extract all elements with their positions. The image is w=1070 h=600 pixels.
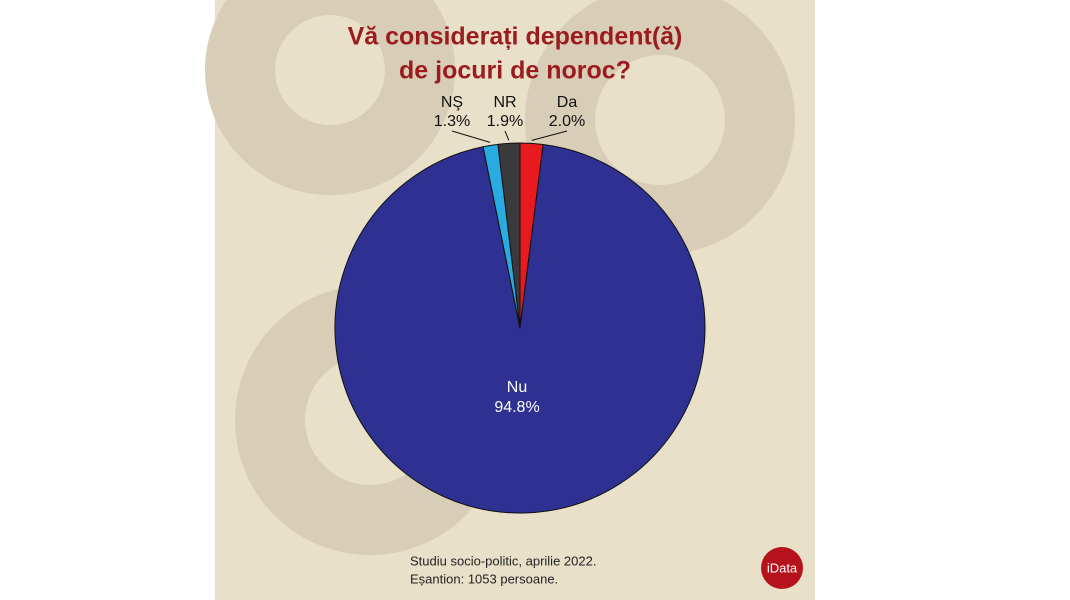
leader-line (504, 130, 510, 141)
logo-badge (761, 547, 803, 589)
logo: iData (767, 560, 798, 575)
pie-slice (497, 142, 521, 329)
slice-value: 2.0% (549, 113, 585, 130)
leader-line (531, 130, 568, 141)
slice-label: NR (493, 94, 516, 111)
pie-slice (334, 143, 706, 514)
chart-title: de jocuri de noroc? (399, 57, 631, 85)
source-note: Eșantion: 1053 persoane. (410, 571, 558, 586)
slice-label: NŞ (441, 94, 463, 111)
slice-label: Nu (507, 379, 527, 396)
slice-value: 1.9% (487, 113, 523, 130)
slice-value: 94.8% (494, 399, 539, 416)
leader-line (451, 130, 491, 143)
deco-ring (205, 0, 455, 195)
slice-value: 1.3% (434, 113, 470, 130)
chart-title: Vă considerați dependent(ă) (348, 23, 683, 51)
source-note: Studiu socio-politic, aprilie 2022. (410, 553, 596, 568)
slice-label: Da (557, 94, 578, 111)
